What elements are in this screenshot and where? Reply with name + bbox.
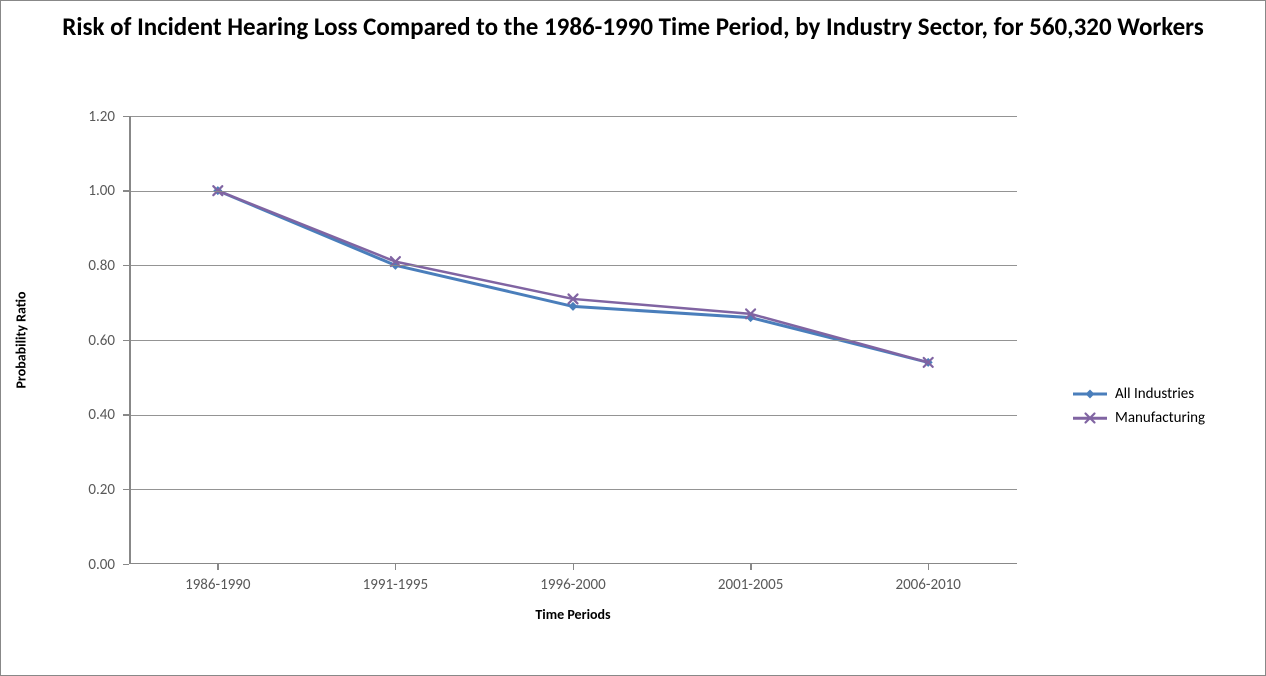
grid-line [129, 415, 1017, 416]
y-tick-mark [123, 116, 129, 118]
legend-swatch [1073, 385, 1107, 403]
y-tick-label: 0.60 [88, 332, 115, 350]
y-tick-label: 0.40 [88, 406, 115, 424]
x-tick-label: 2001-2005 [718, 576, 783, 594]
grid-line [129, 340, 1017, 341]
x-tick-mark [573, 564, 575, 570]
y-tick-label: 0.20 [88, 481, 115, 499]
y-tick-label: 0.00 [88, 556, 115, 574]
chart-container: Risk of Incident Hearing Loss Compared t… [0, 0, 1266, 676]
x-tick-mark [395, 564, 397, 570]
grid-line [129, 191, 1017, 192]
x-axis-label: Time Periods [129, 606, 1017, 623]
grid-line [129, 116, 1017, 117]
y-axis-label: Probability Ratio [13, 291, 30, 388]
legend-label: Manufacturing [1115, 409, 1205, 427]
y-tick-label: 1.20 [88, 108, 115, 126]
plot-area [129, 116, 1017, 564]
x-tick-label: 1991-1995 [363, 576, 428, 594]
x-tick-mark [750, 564, 752, 570]
y-tick-mark [123, 190, 129, 192]
y-tick-label: 0.80 [88, 257, 115, 275]
grid-line [129, 265, 1017, 266]
y-tick-mark [123, 265, 129, 267]
grid-line [129, 489, 1017, 490]
x-tick-label: 1996-2000 [540, 576, 605, 594]
x-tick-mark [928, 564, 930, 570]
legend-swatch [1073, 409, 1107, 427]
chart-title: Risk of Incident Hearing Loss Compared t… [1, 13, 1265, 42]
y-tick-mark [123, 414, 129, 416]
x-tick-mark [217, 564, 219, 570]
series-line-all [218, 191, 928, 363]
legend-label: All Industries [1115, 385, 1194, 403]
legend: All Industries Manufacturing [1073, 379, 1205, 433]
y-tick-mark [123, 489, 129, 491]
y-tick-mark [123, 564, 129, 566]
x-tick-label: 1986-1990 [185, 576, 250, 594]
x-tick-label: 2006-2010 [895, 576, 960, 594]
y-tick-mark [123, 340, 129, 342]
y-tick-label: 1.00 [88, 182, 115, 200]
legend-item-all: All Industries [1073, 385, 1205, 403]
legend-item-mfg: Manufacturing [1073, 409, 1205, 427]
